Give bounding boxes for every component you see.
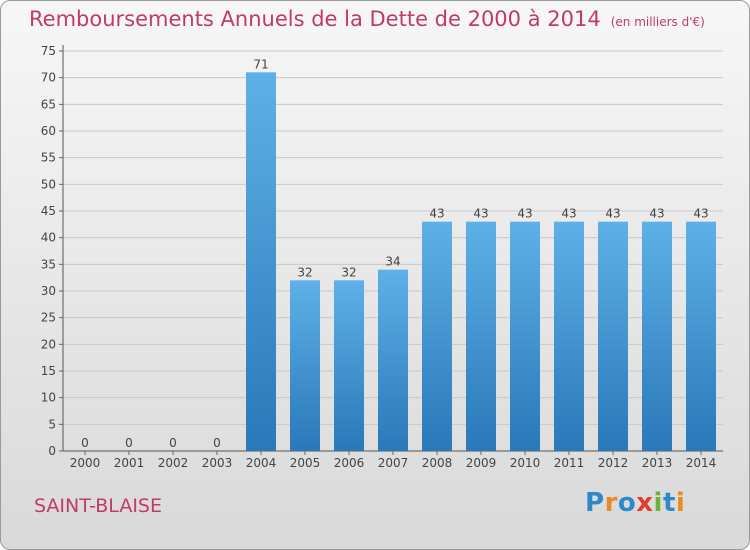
data-label-2013: 43 bbox=[649, 207, 664, 221]
chart-unit-note: (en milliers d'€) bbox=[610, 15, 705, 29]
data-label-2009: 43 bbox=[473, 207, 488, 221]
y-tick-label: 60 bbox=[41, 124, 56, 138]
data-label-2006: 32 bbox=[341, 265, 356, 279]
x-tick-label: 2000 bbox=[70, 456, 101, 470]
y-tick-label: 35 bbox=[41, 257, 56, 271]
y-tick-label: 0 bbox=[48, 444, 56, 458]
chart-title: Remboursements Annuels de la Dette de 20… bbox=[29, 7, 705, 31]
x-tick-label: 2010 bbox=[510, 456, 541, 470]
logo-letter: r bbox=[604, 488, 618, 518]
y-tick-label: 65 bbox=[41, 97, 56, 111]
y-tick-label: 75 bbox=[41, 44, 56, 58]
bars bbox=[246, 72, 716, 451]
x-tick-label: 2006 bbox=[334, 456, 365, 470]
y-tick-label: 50 bbox=[41, 177, 56, 191]
data-label-2012: 43 bbox=[605, 207, 620, 221]
data-label-2014: 43 bbox=[693, 207, 708, 221]
x-tick-label: 2002 bbox=[158, 456, 189, 470]
bar-2010 bbox=[510, 221, 540, 451]
bar-2008 bbox=[422, 221, 452, 451]
logo-letter: P bbox=[585, 488, 605, 518]
data-label-2004: 71 bbox=[253, 57, 268, 71]
x-tick-label: 2014 bbox=[686, 456, 717, 470]
y-tick-label: 5 bbox=[48, 417, 56, 431]
x-tick-label: 2013 bbox=[642, 456, 673, 470]
logo-letter: i bbox=[675, 488, 686, 518]
data-label-2003: 0 bbox=[213, 436, 221, 450]
bar-2007 bbox=[378, 269, 408, 451]
x-tick-label: 2012 bbox=[598, 456, 629, 470]
logo-letter: i bbox=[653, 488, 663, 518]
tick-labels: 0 5 10 15 20 25 30 35 40 45 50 55 60 65 70 75 2000 2001 20… bbox=[41, 44, 717, 470]
y-tick-label: 10 bbox=[41, 391, 56, 405]
place-name: SAINT-BLAISE bbox=[34, 495, 162, 517]
y-tick-label: 15 bbox=[41, 364, 56, 378]
bar-2009 bbox=[466, 221, 496, 451]
x-tick-label: 2007 bbox=[378, 456, 409, 470]
logo-letter: o bbox=[617, 488, 637, 518]
y-tick-label: 55 bbox=[41, 151, 56, 165]
x-tick-label: 2005 bbox=[290, 456, 321, 470]
bar-2014 bbox=[686, 221, 716, 451]
data-label-2008: 43 bbox=[429, 207, 444, 221]
data-label-2011: 43 bbox=[561, 207, 576, 221]
logo-letter: t bbox=[662, 488, 676, 518]
y-tick-label: 45 bbox=[41, 204, 56, 218]
y-tick-label: 30 bbox=[41, 284, 56, 298]
bar-2006 bbox=[334, 280, 364, 451]
proxiti-logo: Proxiti bbox=[585, 488, 685, 518]
x-tick-label: 2009 bbox=[466, 456, 497, 470]
data-labels: 0 0 0 0 71 32 32 34 43 43 43 43 43 43 43 bbox=[81, 57, 708, 450]
data-label-2001: 0 bbox=[125, 436, 133, 450]
x-tick-label: 2008 bbox=[422, 456, 453, 470]
data-label-2000: 0 bbox=[81, 436, 89, 450]
chart-title-text: Remboursements Annuels de la Dette de 20… bbox=[29, 7, 601, 31]
data-label-2007: 34 bbox=[385, 255, 400, 269]
x-tick-label: 2011 bbox=[554, 456, 585, 470]
y-tick-label: 25 bbox=[41, 311, 56, 325]
y-tick-label: 20 bbox=[41, 337, 56, 351]
x-tick-label: 2003 bbox=[202, 456, 233, 470]
x-tick-label: 2004 bbox=[246, 456, 277, 470]
bar-2005 bbox=[290, 280, 320, 451]
data-label-2002: 0 bbox=[169, 436, 177, 450]
logo-letter: x bbox=[636, 488, 654, 518]
bar-2012 bbox=[598, 221, 628, 451]
data-label-2005: 32 bbox=[297, 265, 312, 279]
y-tick-label: 70 bbox=[41, 71, 56, 85]
bar-2013 bbox=[642, 221, 672, 451]
bar-2011 bbox=[554, 221, 584, 451]
data-label-2010: 43 bbox=[517, 207, 532, 221]
x-tick-label: 2001 bbox=[114, 456, 145, 470]
y-tick-label: 40 bbox=[41, 231, 56, 245]
bar-2004 bbox=[246, 72, 276, 451]
